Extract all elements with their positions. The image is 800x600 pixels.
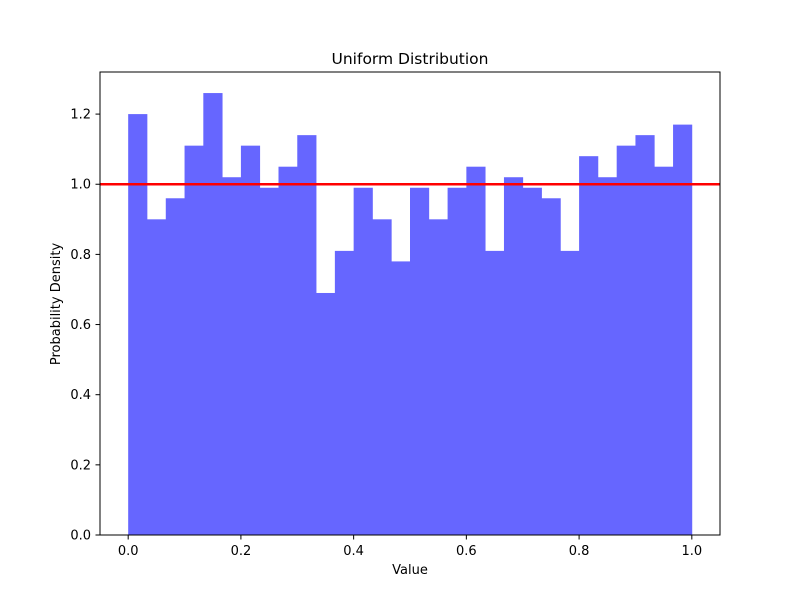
y-tick-label: 1.0 bbox=[70, 178, 91, 193]
histogram-bar bbox=[278, 166, 298, 535]
histogram-bars bbox=[128, 93, 693, 536]
histogram-bar bbox=[372, 219, 392, 535]
y-tick-label: 0.8 bbox=[70, 248, 91, 263]
y-tick-label: 0.6 bbox=[70, 318, 91, 333]
histogram-bar bbox=[485, 250, 505, 535]
histogram-bar bbox=[146, 219, 167, 535]
histogram-bar bbox=[184, 145, 204, 535]
histogram-bar bbox=[410, 187, 430, 535]
x-tick-label: 0.4 bbox=[343, 544, 364, 559]
x-tick-label: 0.0 bbox=[118, 544, 139, 559]
y-tick-label: 0.2 bbox=[70, 458, 91, 473]
y-axis-label: Probability Density bbox=[49, 243, 64, 366]
histogram-bar bbox=[654, 166, 674, 535]
histogram-bar bbox=[616, 145, 636, 535]
histogram-bar bbox=[673, 124, 693, 536]
histogram-bar bbox=[297, 135, 317, 535]
histogram-bar bbox=[316, 292, 336, 535]
histogram-bar bbox=[222, 177, 242, 536]
plot-frame bbox=[99, 71, 721, 536]
y-tick-label: 0.0 bbox=[70, 529, 91, 544]
histogram-bar bbox=[259, 187, 279, 535]
histogram-bar bbox=[203, 93, 223, 536]
x-tick-label: 0.2 bbox=[231, 544, 252, 559]
histogram-bar bbox=[597, 177, 618, 536]
x-axis-ticks: 0.0 0.2 0.4 0.6 0.8 1.0 bbox=[118, 535, 702, 559]
histogram-bar bbox=[466, 166, 486, 535]
histogram-bar bbox=[635, 135, 655, 535]
x-tick-label: 0.6 bbox=[456, 544, 477, 559]
histogram-bar bbox=[353, 187, 373, 535]
x-tick-label: 1.0 bbox=[681, 544, 702, 559]
y-tick-label: 0.4 bbox=[70, 388, 91, 403]
histogram-bar bbox=[391, 261, 411, 535]
histogram-bar bbox=[447, 187, 467, 535]
y-axis-ticks: 0.0 0.2 0.4 0.6 0.8 1.0 1.2 bbox=[70, 108, 100, 544]
histogram-bar bbox=[503, 177, 524, 536]
histogram-bar bbox=[522, 187, 542, 535]
histogram-bar bbox=[560, 250, 580, 535]
histogram-bar bbox=[240, 145, 261, 535]
histogram-bar bbox=[128, 114, 148, 535]
y-tick-label: 1.2 bbox=[70, 108, 91, 123]
histogram-bar bbox=[579, 156, 599, 535]
histogram-bar bbox=[541, 198, 561, 535]
x-tick-label: 0.8 bbox=[569, 544, 590, 559]
histogram-bar bbox=[428, 219, 448, 535]
x-axis-label: Value bbox=[392, 563, 428, 578]
histogram-bar bbox=[334, 250, 355, 535]
chart-title: Uniform Distribution bbox=[332, 50, 489, 68]
histogram-bar bbox=[165, 198, 185, 535]
